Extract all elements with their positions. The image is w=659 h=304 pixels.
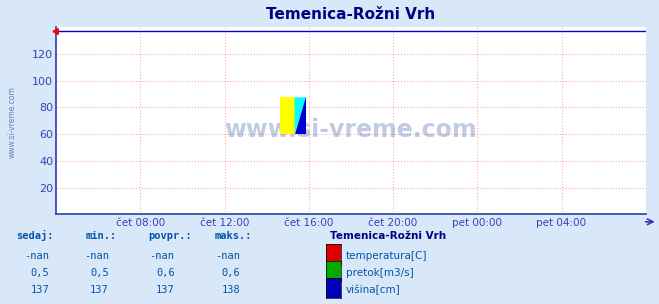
Text: -nan: -nan: [84, 251, 109, 261]
Text: www.si-vreme.com: www.si-vreme.com: [8, 86, 17, 157]
Polygon shape: [295, 97, 306, 134]
Text: 138: 138: [222, 285, 241, 295]
Title: Temenica-Rožni Vrh: Temenica-Rožni Vrh: [266, 7, 436, 22]
Text: 0,6: 0,6: [156, 268, 175, 278]
Text: -nan: -nan: [215, 251, 241, 261]
Text: Temenica-Rožni Vrh: Temenica-Rožni Vrh: [330, 231, 445, 241]
Text: 137: 137: [90, 285, 109, 295]
Text: 0,5: 0,5: [31, 268, 49, 278]
Text: sedaj:: sedaj:: [16, 230, 54, 241]
Text: maks.:: maks.:: [214, 231, 252, 241]
Text: povpr.:: povpr.:: [148, 231, 192, 241]
Text: 137: 137: [31, 285, 49, 295]
Text: min.:: min.:: [86, 231, 117, 241]
Polygon shape: [295, 97, 306, 134]
Text: www.si-vreme.com: www.si-vreme.com: [225, 118, 477, 142]
Text: 0,5: 0,5: [90, 268, 109, 278]
Text: temperatura[C]: temperatura[C]: [346, 251, 428, 261]
Bar: [280, 97, 295, 134]
Text: -nan: -nan: [150, 251, 175, 261]
Text: 137: 137: [156, 285, 175, 295]
Text: višina[cm]: višina[cm]: [346, 285, 401, 295]
Text: -nan: -nan: [24, 251, 49, 261]
Text: pretok[m3/s]: pretok[m3/s]: [346, 268, 414, 278]
Text: 0,6: 0,6: [222, 268, 241, 278]
